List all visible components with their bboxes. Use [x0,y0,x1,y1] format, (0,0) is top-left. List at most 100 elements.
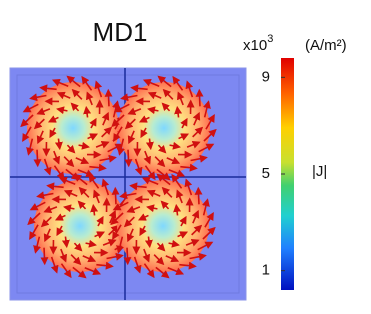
current-arrow [157,75,172,88]
current-arrow [171,173,183,189]
current-arrow [127,130,136,145]
current-arrow [161,186,173,198]
current-arrow [40,247,49,266]
current-arrow [61,236,70,249]
current-arrow [96,261,114,270]
colorbar-unit: (A/m²) [305,37,347,54]
current-arrow [153,254,165,266]
current-arrow [33,236,41,254]
current-arrow [192,126,204,138]
current-arrow [111,186,120,205]
current-arrow [47,115,59,123]
current-arrow [29,93,47,102]
current-arrow [191,224,203,236]
current-arrow [142,78,160,88]
current-arrow [203,100,211,118]
current-arrow [89,117,97,129]
current-arrow [141,176,159,186]
current-arrow [176,189,184,204]
current-arrow [33,149,42,168]
current-arrow [133,256,142,274]
current-arrow [86,91,94,106]
current-arrow [166,156,181,165]
current-arrow [107,143,124,153]
current-arrow [60,263,72,279]
current-arrow [168,168,186,178]
current-arrow [113,103,130,113]
current-arrow [46,182,64,191]
current-arrow [179,215,187,227]
current-arrow [58,176,76,186]
current-arrow [194,186,203,205]
current-arrow [165,254,180,263]
current-arrow [189,252,207,261]
current-arrow [117,138,125,156]
current-arrow [143,263,155,279]
current-arrow [155,266,170,279]
current-arrow [204,212,214,228]
current-arrow [95,141,110,149]
current-arrow [66,144,76,154]
current-arrow [147,91,162,100]
current-arrow [78,186,90,198]
current-arrow [191,209,200,224]
current-arrow [116,236,124,254]
current-arrow [56,225,64,237]
current-arrow [198,143,215,153]
current-arrow [179,261,197,270]
current-arrow [156,173,171,186]
vortex [20,75,126,181]
vortex [110,173,216,279]
current-arrow [192,111,201,126]
multiplier-exponent: 3 [267,33,273,45]
current-arrow [106,252,124,261]
current-arrow [51,78,69,88]
current-arrow [157,144,167,154]
current-arrow [29,201,46,211]
current-arrow [43,205,58,213]
current-arrow [145,138,154,151]
current-arrow [202,198,210,216]
current-arrow [112,224,122,240]
current-arrow [203,128,217,142]
current-arrow [71,88,83,100]
current-arrow [77,200,87,210]
current-arrow [143,150,151,165]
current-arrow [119,191,137,200]
current-arrow [56,106,68,115]
current-arrow [63,189,78,198]
current-arrow [161,102,171,112]
current-arrow [93,189,101,204]
colorbar-multiplier: x103 [243,33,273,54]
current-arrow [85,239,97,248]
domain-inner [16,74,240,294]
current-arrow [184,178,193,196]
vortex [27,173,133,279]
colorbar [281,58,294,290]
current-arrow [36,107,51,115]
current-arrow [53,165,65,181]
colorbar-tick-label: 5 [262,165,270,182]
current-arrow [167,266,185,276]
current-arrow [144,236,153,249]
current-arrow [101,178,110,196]
current-arrow [59,248,67,263]
current-arrow [49,127,57,139]
current-arrow [99,154,117,163]
current-arrow [89,163,107,172]
current-arrow [142,248,150,263]
current-arrow [73,242,83,252]
current-arrow [185,239,200,247]
current-arrow [146,189,161,198]
current-arrow [126,228,135,243]
current-arrow [54,213,66,221]
current-arrow [146,204,158,213]
current-arrow [72,266,87,279]
current-arrow [75,156,90,165]
current-arrow [108,224,120,236]
colorbar-tick-label: 1 [262,262,270,279]
current-arrow [147,106,159,115]
current-arrow [112,201,129,211]
current-arrow [70,102,80,112]
current-arrow [81,75,93,91]
